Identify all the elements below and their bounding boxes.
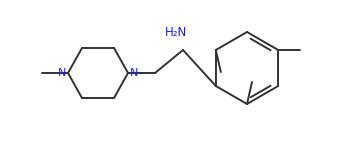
- Text: H₂N: H₂N: [165, 26, 187, 39]
- Text: N: N: [130, 68, 138, 78]
- Text: N: N: [58, 68, 66, 78]
